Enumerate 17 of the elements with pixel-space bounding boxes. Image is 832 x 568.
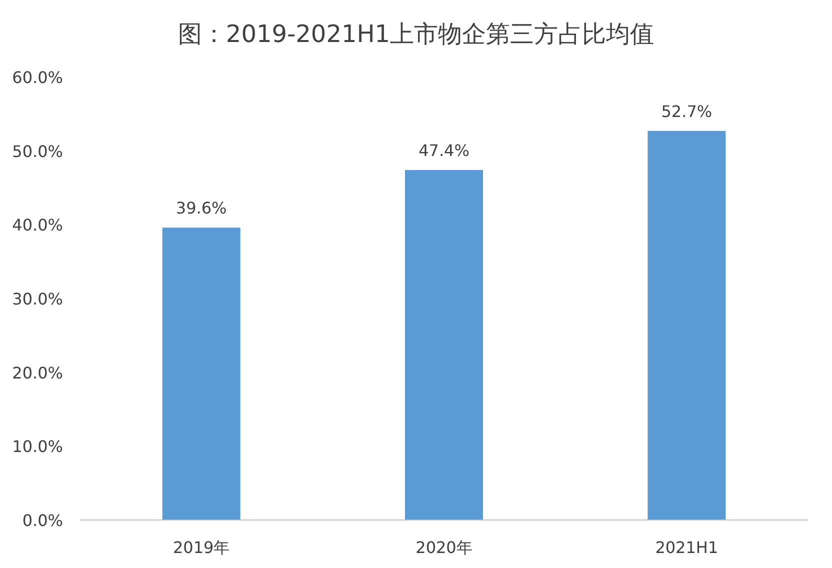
x-tick-label: 2020年 [416, 538, 472, 557]
chart-title: 图：2019-2021H1上市物企第三方占比均值 [178, 20, 654, 48]
y-tick-label: 40.0% [12, 216, 63, 235]
y-tick-label: 60.0% [12, 68, 63, 87]
data-label: 47.4% [418, 141, 470, 160]
x-tick-label: 2019年 [172, 538, 230, 557]
data-label: 39.6% [176, 198, 227, 218]
y-tick-label: 10.0% [12, 437, 63, 456]
y-tick-label: 20.0% [12, 363, 63, 382]
bar [162, 228, 240, 520]
bar [648, 130, 726, 520]
y-tick-label: 30.0% [12, 290, 63, 308]
y-tick-label: 0.0% [22, 511, 63, 530]
y-tick-label: 50.0% [12, 142, 63, 161]
x-tick-label: 2021H1 [655, 538, 718, 557]
data-label: 52.7% [661, 102, 712, 121]
bar [405, 170, 483, 520]
